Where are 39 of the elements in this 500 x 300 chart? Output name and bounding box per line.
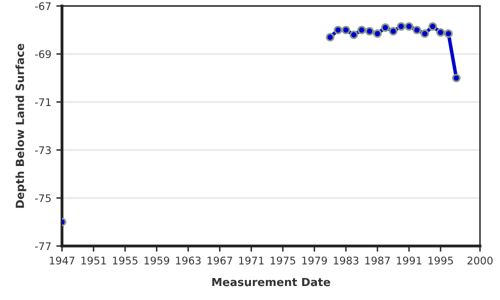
x-tick-label: 1951 xyxy=(81,256,106,264)
point xyxy=(452,74,461,82)
x-tick-label: 1959 xyxy=(144,256,170,264)
point xyxy=(326,32,334,42)
y-tick-label: -77 xyxy=(35,242,51,250)
point xyxy=(357,26,366,34)
point xyxy=(404,22,414,31)
x-tick-label: 1947 xyxy=(50,256,74,264)
point xyxy=(373,29,382,38)
x-tick-label: 1995 xyxy=(428,256,453,264)
point xyxy=(428,22,437,31)
point xyxy=(396,22,406,31)
x-tick-label: 1987 xyxy=(365,256,390,264)
point xyxy=(420,29,430,38)
point xyxy=(334,26,342,34)
y-axis-title: Depth Below Land Surface xyxy=(15,44,26,208)
point xyxy=(365,26,374,36)
y-tick-label: -67 xyxy=(35,2,51,10)
x-tick-label: 1979 xyxy=(302,256,327,264)
point xyxy=(381,23,390,32)
x-tick-label: 1971 xyxy=(239,256,264,264)
y-tick-label: -75 xyxy=(35,194,51,202)
point xyxy=(388,26,398,36)
x-tick-label: 1955 xyxy=(112,256,138,264)
point xyxy=(444,29,453,38)
y-tick-label: -69 xyxy=(35,50,51,58)
point xyxy=(436,28,445,37)
x-tick-label: 2000 xyxy=(468,256,493,264)
y-tick-label: -71 xyxy=(35,98,51,106)
x-axis-title: Measurement Date xyxy=(212,278,330,286)
point xyxy=(412,26,422,34)
x-tick-label: 1963 xyxy=(176,256,201,264)
point xyxy=(350,30,358,40)
x-tick-label: 1967 xyxy=(208,256,232,264)
y-tick-label: -73 xyxy=(35,146,51,154)
x-tick-label: 1983 xyxy=(334,256,358,264)
x-tick-label: 1975 xyxy=(270,256,296,264)
point xyxy=(342,26,350,34)
x-tick-label: 1991 xyxy=(396,256,422,264)
